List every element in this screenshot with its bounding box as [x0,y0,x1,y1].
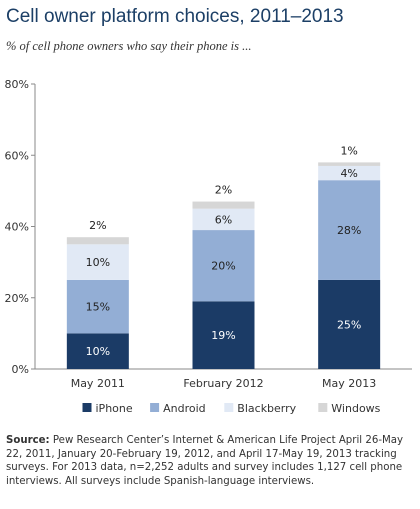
bar-data-label: 2% [215,184,232,197]
bar-data-label: 6% [215,213,232,226]
y-tick-label: 40% [5,221,29,234]
bar-segment [318,162,381,166]
bar-data-label: 1% [340,144,357,157]
bar-data-label: 25% [337,318,361,331]
x-tick-label: May 2011 [71,377,125,390]
legend-swatch [150,403,160,412]
y-tick-label: 80% [5,78,29,91]
legend-label: Windows [331,402,380,415]
bar-segment [192,230,255,302]
x-tick-label: May 2013 [322,377,376,390]
bar-segment [66,244,129,280]
bar-segment [66,279,129,334]
bar-segment [318,180,381,280]
bar-data-label: 15% [86,301,110,314]
source-note: Source: Pew Research Center’s Internet &… [6,434,412,488]
bar-segment [192,301,255,369]
bar-data-label: 28% [337,224,361,237]
bar-segment [192,201,255,209]
bar-segment [318,165,381,181]
bar-segment [192,208,255,231]
chart-subtitle: % of cell phone owners who say their pho… [6,39,252,53]
x-tick-label: February 2012 [183,377,263,390]
legend-swatch [224,403,234,412]
bar-data-label: 20% [211,260,235,273]
bar-data-label: 4% [340,167,357,180]
legend-swatch [318,403,328,412]
legend-swatch [82,403,92,412]
stacked-bar-chart: 0% 20% 40% 60% 80% 10% 15% 10% 2% May 2011 19% 20% 6… [5,78,412,415]
y-tick-label: 20% [5,292,29,305]
y-tick-label: 60% [5,149,29,162]
bar-data-label: 10% [86,256,110,269]
bar-data-label: 10% [86,345,110,358]
bar-segment [66,333,129,369]
legend-label: Blackberry [237,402,296,415]
y-tick-label: 0% [12,363,29,376]
chart-title: Cell owner platform choices, 2011–2013 [6,6,344,27]
bar-data-label: 19% [211,329,235,342]
legend-label: Android [163,402,206,415]
source-label: Source: [6,435,50,446]
bar-segment [318,279,381,369]
bar-data-label: 2% [89,219,106,232]
source-text: Pew Research Center’s Internet & America… [6,435,404,487]
bar-segment [66,237,129,245]
legend-label: iPhone [96,402,133,415]
